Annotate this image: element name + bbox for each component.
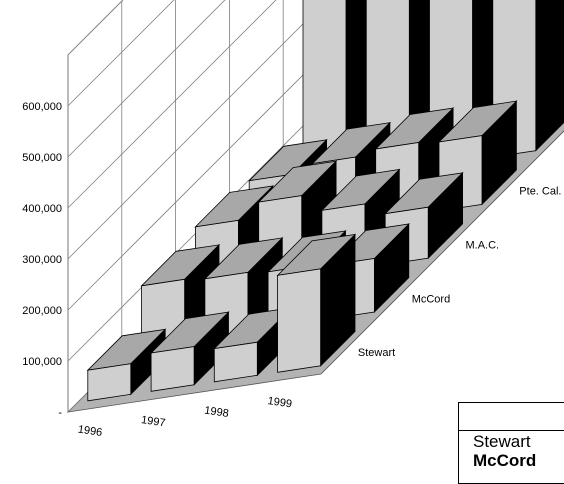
x-axis-ticks: 1996 1997 1998 1999 — [77, 395, 293, 439]
gridline-horizontal — [67, 0, 277, 209]
series-tick-label: M.A.C. — [466, 240, 500, 252]
y-tick-label: 100,000 — [22, 356, 62, 368]
bar — [149, 311, 230, 392]
bar-front-face — [213, 341, 258, 383]
series-tick-label: Stewart — [358, 347, 395, 359]
bar — [276, 233, 357, 373]
y-tick-label: 400,000 — [22, 203, 62, 215]
bar-side-face — [535, 0, 564, 152]
bar — [86, 328, 167, 402]
bar-front-face — [87, 363, 132, 402]
legend-divider — [459, 430, 564, 431]
legend-item-stewart: Stewart — [473, 432, 531, 451]
y-tick-label: 200,000 — [22, 305, 62, 317]
y-axis-ticks: - 100,000 200,000 300,000 400,000 500,000 600,… — [22, 101, 62, 419]
chart-3d-column: - 100,000 200,000 300,000 400,000 500,000 600,… — [22, 0, 564, 439]
gridline-horizontal — [67, 0, 328, 260]
y-tick-label: - — [58, 407, 62, 419]
legend-item-mccord: McCord — [473, 451, 537, 470]
x-tick-label: 1998 — [204, 405, 230, 420]
x-tick-label: 1999 — [267, 395, 293, 410]
y-tick-label: 600,000 — [22, 101, 62, 113]
chart-bars — [86, 0, 564, 402]
gridline-horizontal — [67, 0, 226, 158]
y-tick-label: 500,000 — [22, 152, 62, 164]
series-tick-label: McCord — [412, 293, 451, 305]
bar-front-face — [277, 268, 322, 373]
y-tick-label: 300,000 — [22, 254, 62, 266]
bar-front-face — [150, 346, 195, 392]
series-tick-label: Pte. Cal. — [519, 186, 561, 198]
x-tick-label: 1996 — [77, 424, 103, 439]
legend: Stewart McCord — [458, 402, 564, 484]
bar — [140, 243, 221, 348]
gridline-horizontal — [67, 0, 175, 107]
x-tick-label: 1997 — [140, 414, 166, 429]
